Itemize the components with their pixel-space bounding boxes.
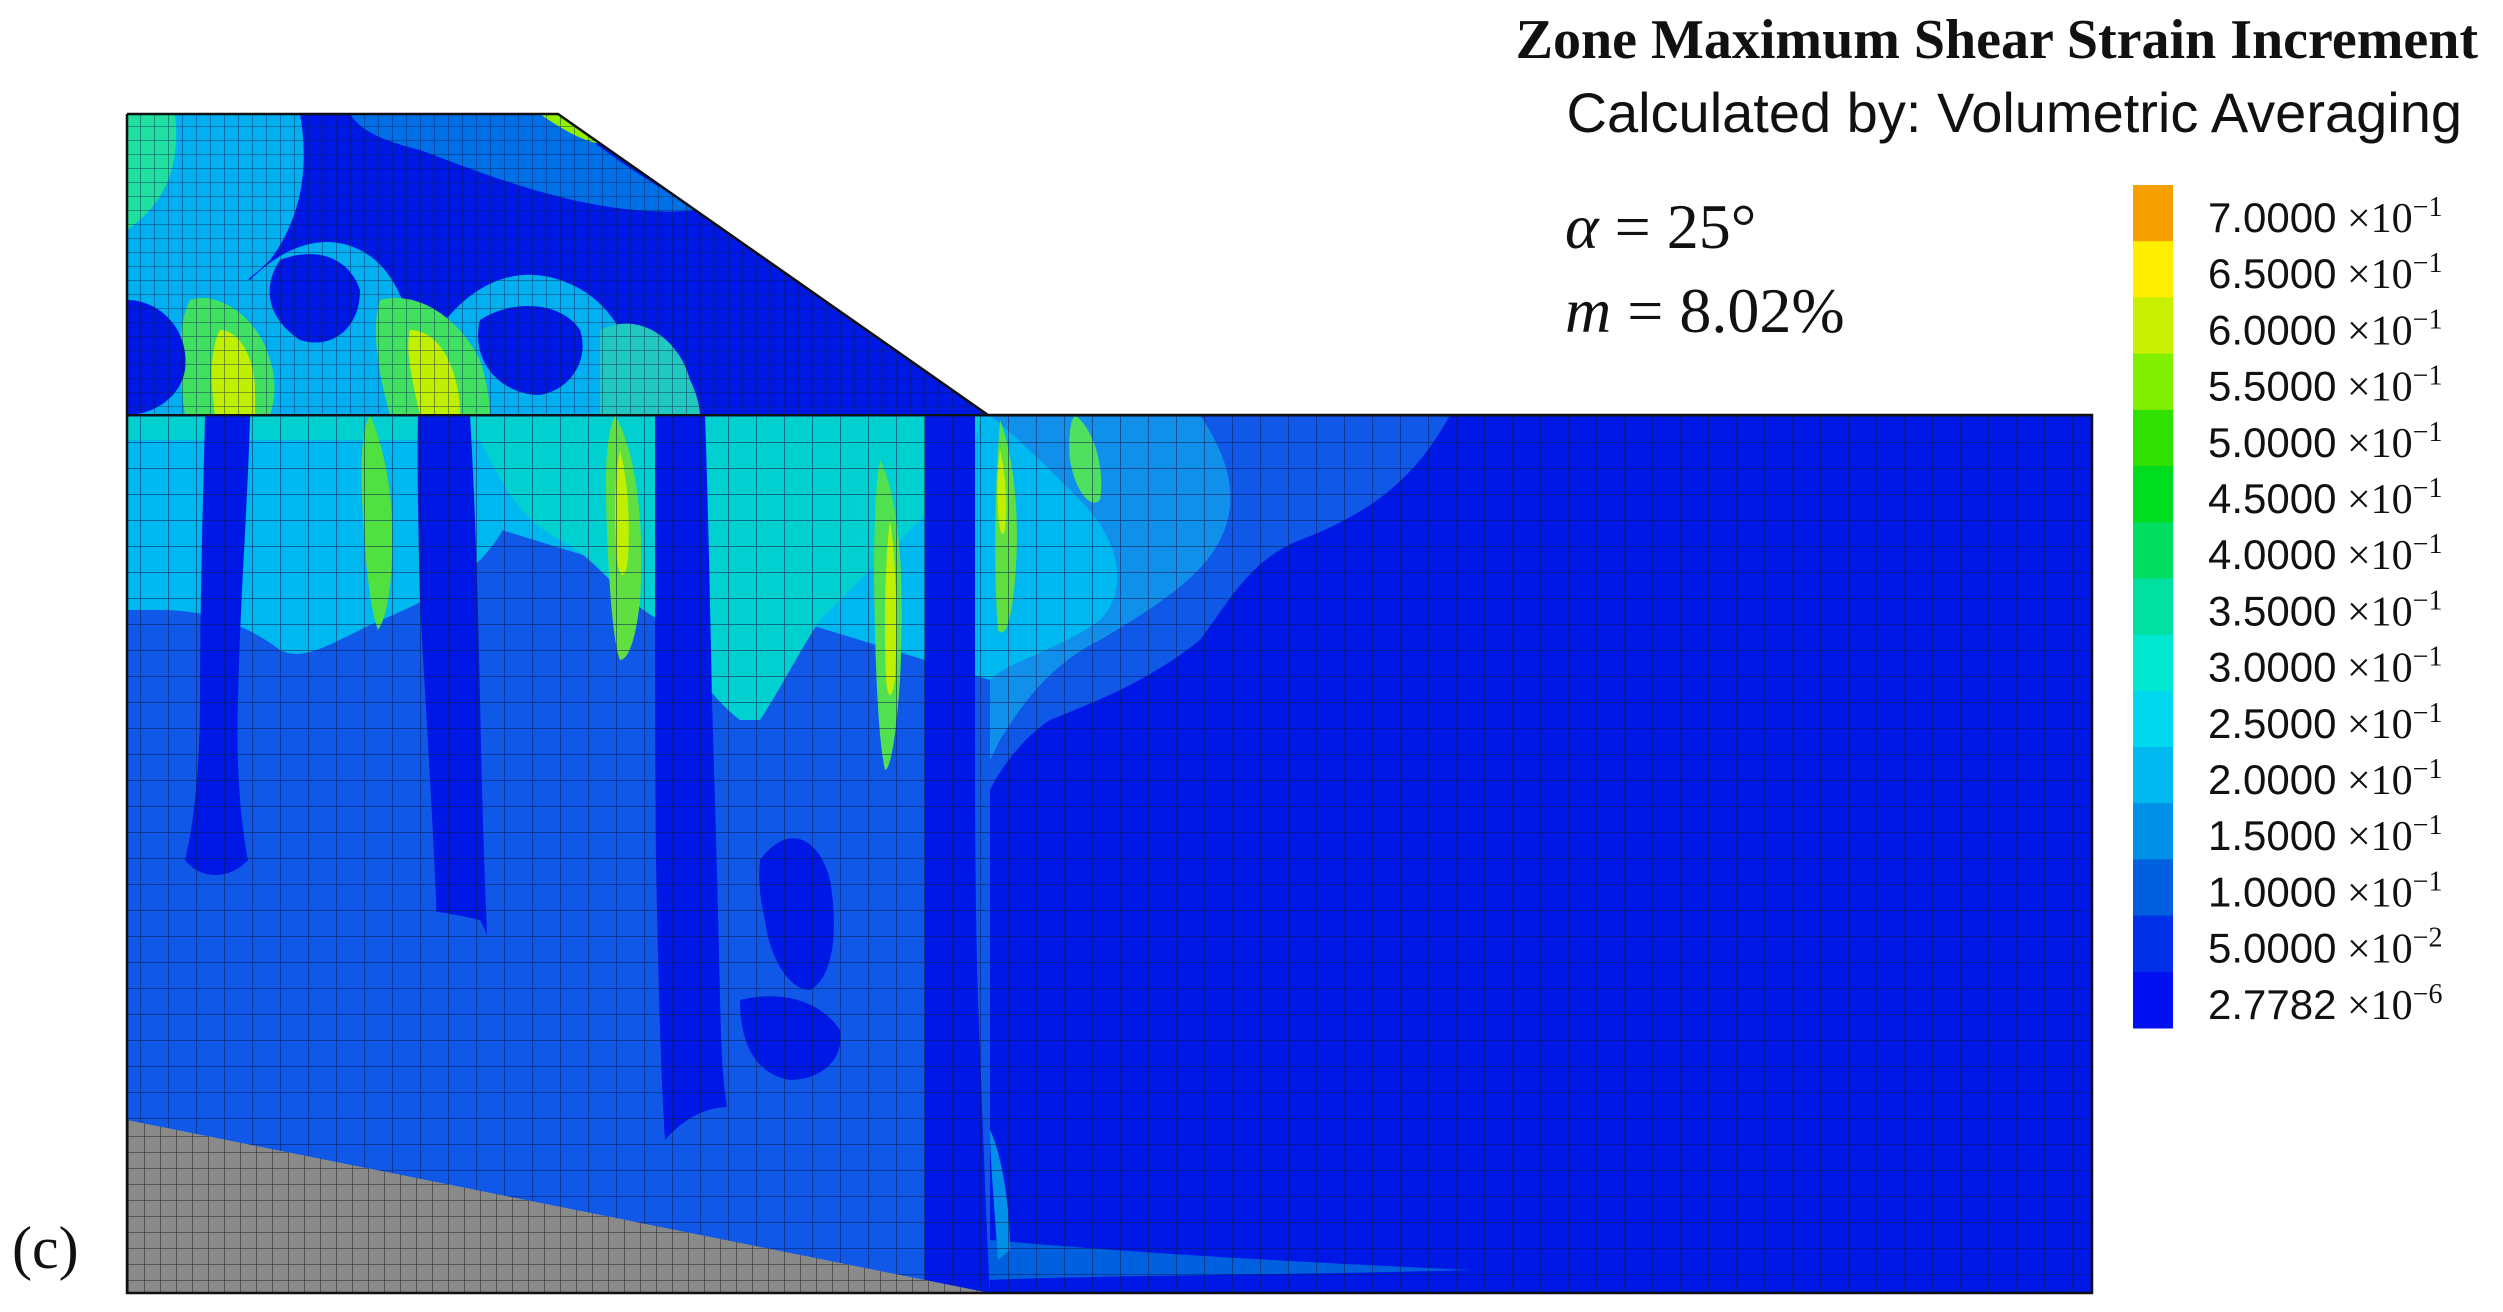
- legend-label: 6.5000 ×10−1: [2208, 248, 2442, 298]
- legend-label: 2.0000 ×10−1: [2208, 754, 2442, 804]
- legend-swatch: [2133, 353, 2173, 411]
- legend-swatch: [2133, 578, 2173, 636]
- m-symbol: m: [1565, 275, 1611, 346]
- legend-base: ×10: [2336, 702, 2412, 748]
- legend-label: 2.7782 ×10−6: [2208, 979, 2442, 1029]
- ground-mesh: [127, 415, 2092, 1293]
- legend-exponent: −1: [2413, 361, 2443, 392]
- legend-label: 3.5000 ×10−1: [2208, 585, 2442, 635]
- legend-label: 6.0000 ×10−1: [2208, 304, 2442, 354]
- legend-mantissa: 2.7782: [2208, 981, 2336, 1028]
- m-value: = 8.02%: [1611, 275, 1844, 346]
- legend-base: ×10: [2336, 758, 2412, 804]
- legend-base: ×10: [2336, 365, 2412, 411]
- alpha-symbol: α: [1565, 191, 1600, 262]
- legend-label: 1.5000 ×10−1: [2208, 810, 2442, 860]
- legend-base: ×10: [2336, 308, 2412, 354]
- legend-swatch: [2133, 634, 2173, 692]
- legend-base: ×10: [2336, 421, 2412, 467]
- legend-mantissa: 6.5000: [2208, 250, 2336, 297]
- legend-exponent: −1: [2413, 866, 2443, 897]
- legend-exponent: −6: [2413, 979, 2443, 1010]
- legend-exponent: −1: [2413, 417, 2443, 448]
- alpha-annotation: α = 25°: [1565, 191, 1756, 262]
- legend-base: ×10: [2336, 252, 2412, 298]
- legend-base: ×10: [2336, 983, 2412, 1029]
- legend-base: ×10: [2336, 196, 2412, 242]
- legend-mantissa: 4.0000: [2208, 531, 2336, 578]
- legend-label: 5.5000 ×10−1: [2208, 361, 2442, 411]
- legend-label: 5.0000 ×10−1: [2208, 417, 2442, 467]
- figure-subtitle: Calculated by: Volumetric Averaging: [1567, 81, 2462, 144]
- legend-swatch: [2133, 522, 2173, 579]
- legend-swatch: [2133, 466, 2173, 523]
- legend-base: ×10: [2336, 870, 2412, 916]
- color-legend: 7.0000 ×10−16.5000 ×10−16.0000 ×10−15.50…: [2133, 185, 2442, 1029]
- legend-base: ×10: [2336, 814, 2412, 860]
- legend-base: ×10: [2336, 477, 2412, 523]
- legend-base: ×10: [2336, 589, 2412, 635]
- legend-mantissa: 1.5000: [2208, 812, 2336, 859]
- legend-label: 4.0000 ×10−1: [2208, 529, 2442, 579]
- legend-exponent: −2: [2413, 923, 2443, 954]
- legend-mantissa: 2.5000: [2208, 700, 2336, 747]
- legend-mantissa: 5.0000: [2208, 419, 2336, 466]
- legend-swatch: [2133, 690, 2173, 748]
- legend-exponent: −1: [2413, 473, 2443, 504]
- legend-exponent: −1: [2413, 248, 2443, 279]
- legend-label: 5.0000 ×10−2: [2208, 923, 2442, 973]
- legend-label: 2.5000 ×10−1: [2208, 698, 2442, 748]
- legend-exponent: −1: [2413, 754, 2443, 785]
- legend-mantissa: 2.0000: [2208, 756, 2336, 803]
- legend-label: 3.0000 ×10−1: [2208, 642, 2442, 692]
- legend-swatch: [2133, 241, 2173, 298]
- legend-swatch: [2133, 409, 2173, 467]
- legend-exponent: −1: [2413, 304, 2443, 335]
- legend-exponent: −1: [2413, 698, 2443, 729]
- legend-exponent: −1: [2413, 642, 2443, 673]
- legend-base: ×10: [2336, 646, 2412, 692]
- figure-title: Zone Maximum Shear Strain Increment: [1516, 9, 2479, 71]
- model-outline: [125, 112, 2094, 1295]
- legend-exponent: −1: [2413, 810, 2443, 841]
- legend-mantissa: 3.0000: [2208, 644, 2336, 691]
- legend-mantissa: 4.5000: [2208, 475, 2336, 522]
- legend-mantissa: 3.5000: [2208, 587, 2336, 634]
- slope-mesh: [127, 114, 988, 415]
- legend-exponent: −1: [2413, 529, 2443, 560]
- legend-label: 7.0000 ×10−1: [2208, 192, 2442, 242]
- legend-exponent: −1: [2413, 192, 2443, 223]
- legend-base: ×10: [2336, 533, 2412, 579]
- legend-swatch: [2133, 971, 2173, 1029]
- m-annotation: m = 8.02%: [1565, 275, 1845, 346]
- legend-mantissa: 5.0000: [2208, 925, 2336, 972]
- legend-label: 1.0000 ×10−1: [2208, 866, 2442, 916]
- panel-label: (c): [12, 1215, 79, 1281]
- legend-base: ×10: [2336, 927, 2412, 973]
- legend-label: 4.5000 ×10−1: [2208, 473, 2442, 523]
- legend-swatch: [2133, 859, 2173, 917]
- bedrock-mesh: [127, 1120, 990, 1293]
- alpha-value: = 25°: [1599, 191, 1757, 262]
- legend-mantissa: 1.0000: [2208, 868, 2336, 915]
- legend-exponent: −1: [2413, 585, 2443, 616]
- legend-mantissa: 7.0000: [2208, 194, 2336, 241]
- legend-swatch: [2133, 185, 2173, 242]
- legend-swatch: [2133, 803, 2173, 860]
- legend-swatch: [2133, 297, 2173, 355]
- legend-swatch: [2133, 747, 2173, 804]
- legend-mantissa: 5.5000: [2208, 363, 2336, 410]
- legend-swatch: [2133, 915, 2173, 973]
- legend-mantissa: 6.0000: [2208, 306, 2336, 353]
